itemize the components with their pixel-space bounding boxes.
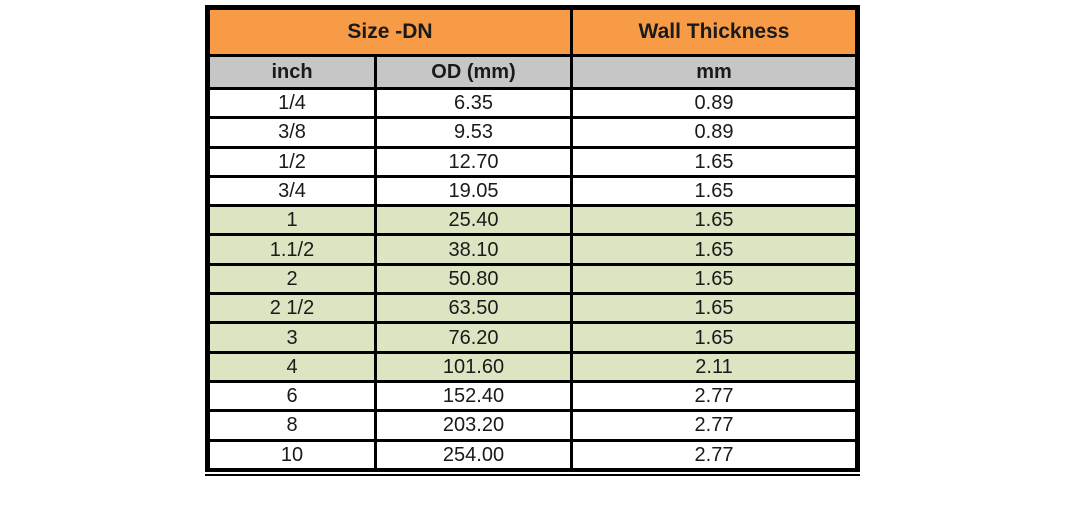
cell-od: 63.50 (374, 292, 573, 325)
cell-wall: 1.65 (570, 292, 859, 325)
cell-inch: 8 (206, 409, 377, 442)
cell-wall: 2.77 (570, 438, 859, 472)
cell-inch: 2 (206, 262, 377, 296)
pipe-size-table-container: Size -DN Wall Thickness inch OD (mm) mm … (205, 5, 860, 476)
group-header-wall-thickness: Wall Thickness (570, 6, 859, 57)
column-header-od-mm: OD (mm) (374, 54, 573, 90)
cell-wall: 0.89 (570, 86, 859, 120)
table-group-header-row: Size -DN Wall Thickness (206, 6, 859, 57)
cell-inch: 1.1/2 (206, 233, 377, 266)
table-row: 1.1/2 38.10 1.65 (206, 233, 859, 266)
column-header-inch: inch (206, 54, 377, 90)
table-row: 3/4 19.05 1.65 (206, 174, 859, 208)
pipe-size-table: Size -DN Wall Thickness inch OD (mm) mm … (205, 5, 860, 472)
cell-od: 101.60 (374, 350, 573, 383)
cell-od: 254.00 (374, 438, 573, 472)
group-header-size-dn: Size -DN (206, 6, 573, 57)
cell-wall: 1.65 (570, 262, 859, 296)
cell-od: 6.35 (374, 86, 573, 120)
cell-inch: 3/4 (206, 174, 377, 208)
cell-wall: 2.77 (570, 409, 859, 442)
cell-inch: 4 (206, 350, 377, 383)
cell-od: 50.80 (374, 262, 573, 296)
cell-wall: 1.65 (570, 174, 859, 208)
table-row: 3/8 9.53 0.89 (206, 116, 859, 149)
table-row: 8 203.20 2.77 (206, 409, 859, 442)
cell-inch: 3 (206, 321, 377, 354)
table-row: 1/4 6.35 0.89 (206, 86, 859, 120)
cell-inch: 6 (206, 379, 377, 413)
cell-wall: 1.65 (570, 145, 859, 178)
table-row: 2 50.80 1.65 (206, 262, 859, 296)
cell-od: 9.53 (374, 116, 573, 149)
table-column-header-row: inch OD (mm) mm (206, 54, 859, 90)
cell-wall: 0.89 (570, 116, 859, 149)
cell-inch: 1 (206, 204, 377, 237)
table-row: 1/2 12.70 1.65 (206, 145, 859, 178)
cell-inch: 10 (206, 438, 377, 472)
cell-od: 76.20 (374, 321, 573, 354)
table-row: 10 254.00 2.77 (206, 438, 859, 472)
cell-inch: 2 1/2 (206, 292, 377, 325)
cell-wall: 1.65 (570, 233, 859, 266)
cell-od: 203.20 (374, 409, 573, 442)
cell-od: 19.05 (374, 174, 573, 208)
cell-od: 38.10 (374, 233, 573, 266)
cell-od: 152.40 (374, 379, 573, 413)
table-row: 2 1/2 63.50 1.65 (206, 292, 859, 325)
cell-od: 25.40 (374, 204, 573, 237)
cell-inch: 1/2 (206, 145, 377, 178)
column-header-mm: mm (570, 54, 859, 90)
cell-wall: 1.65 (570, 321, 859, 354)
table-row: 4 101.60 2.11 (206, 350, 859, 383)
table-row: 1 25.40 1.65 (206, 204, 859, 237)
table-row: 3 76.20 1.65 (206, 321, 859, 354)
table-row: 6 152.40 2.77 (206, 379, 859, 413)
cell-wall: 2.11 (570, 350, 859, 383)
cell-inch: 3/8 (206, 116, 377, 149)
cell-wall: 1.65 (570, 204, 859, 237)
cell-wall: 2.77 (570, 379, 859, 413)
cell-inch: 1/4 (206, 86, 377, 120)
cell-od: 12.70 (374, 145, 573, 178)
